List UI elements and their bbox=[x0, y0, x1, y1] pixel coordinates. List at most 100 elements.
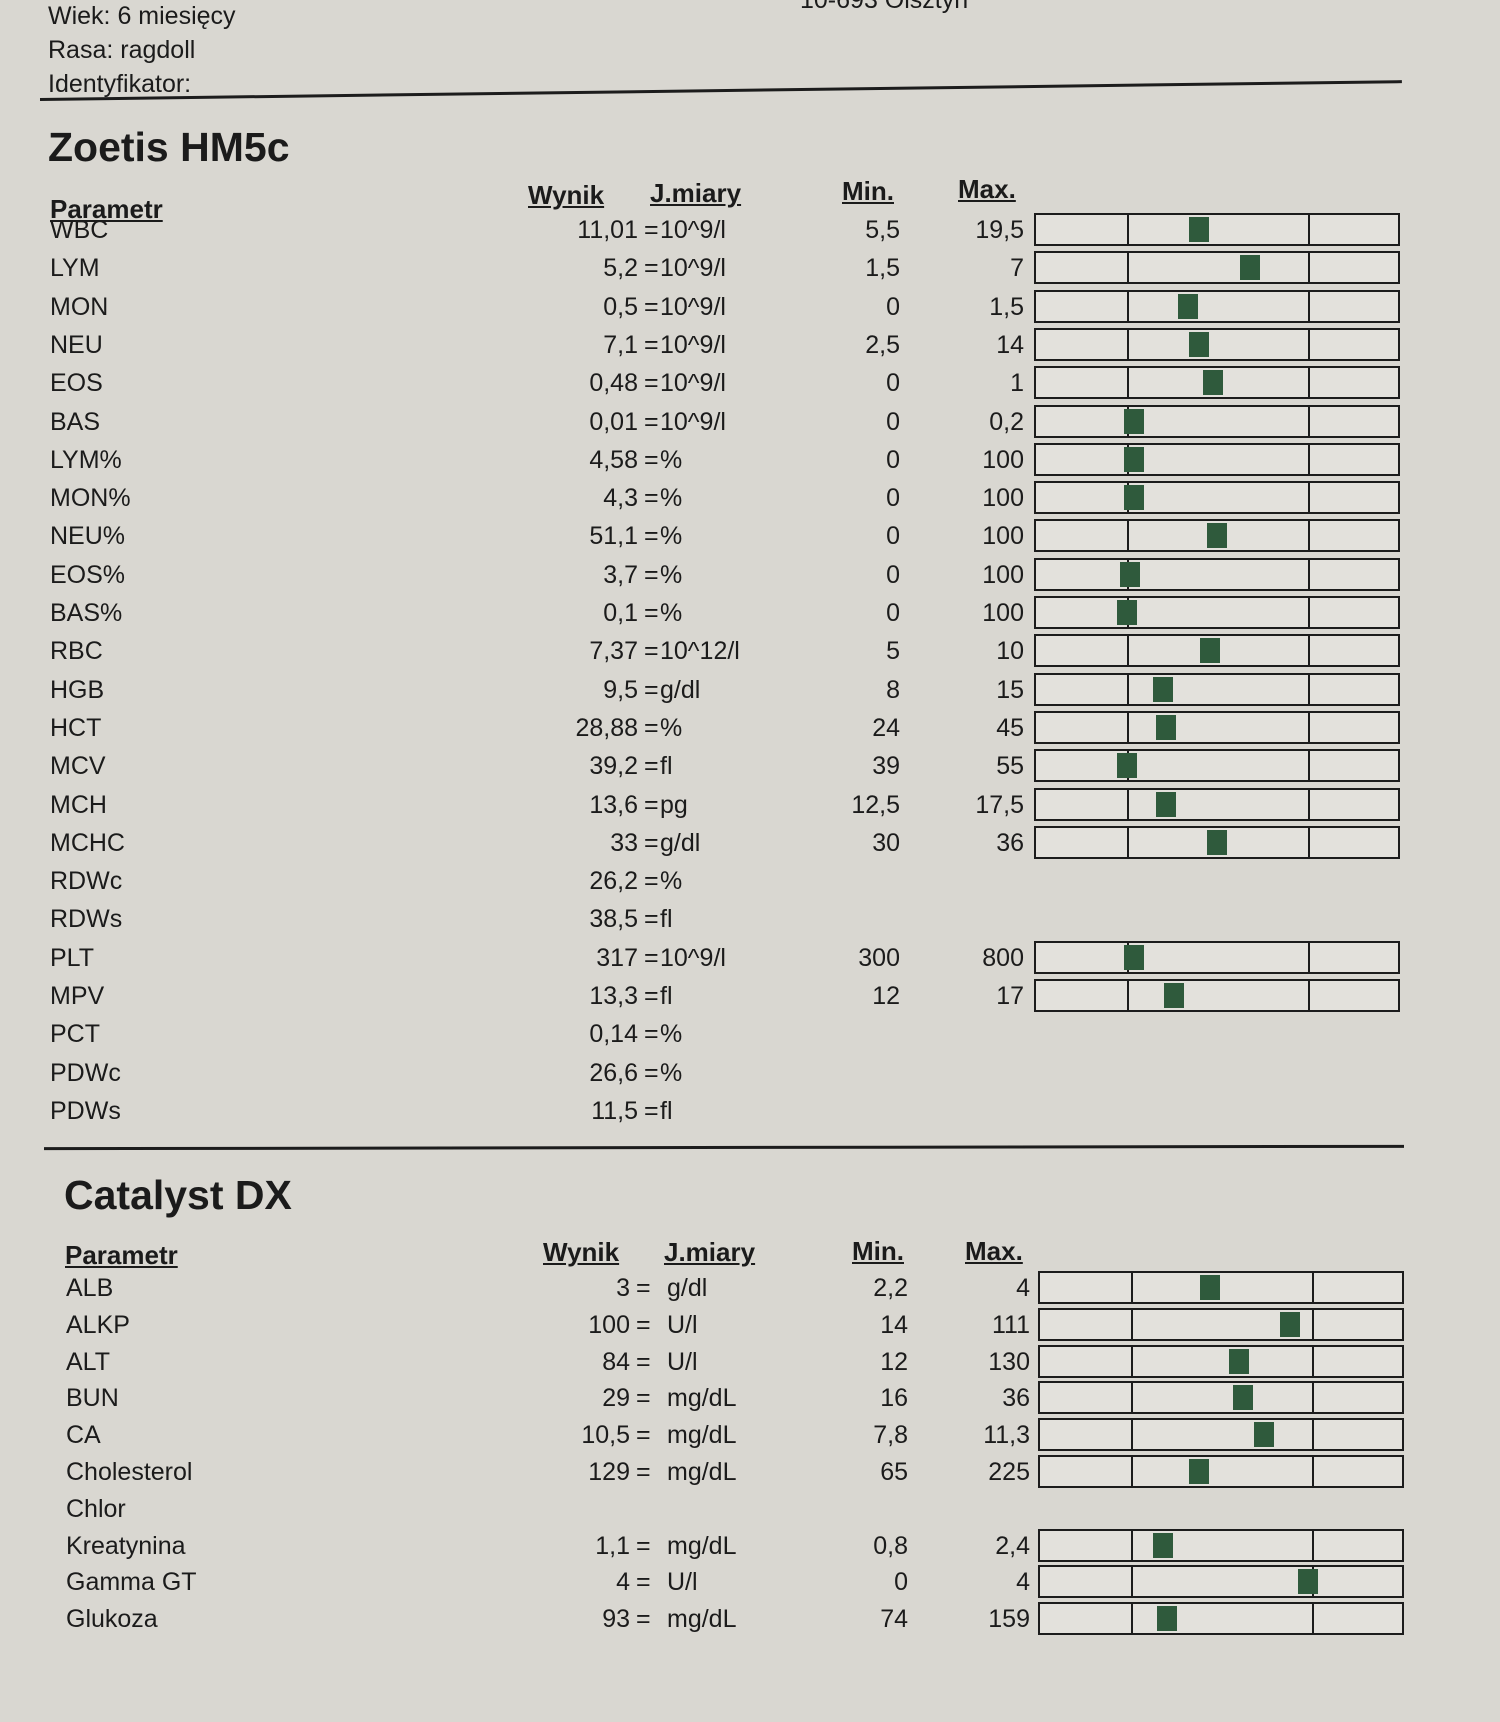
param-name: NEU% bbox=[50, 522, 126, 551]
header-city-fragment: 10-693 Olsztyn bbox=[800, 0, 969, 14]
param-name: PCT bbox=[50, 1020, 100, 1049]
unit: % bbox=[660, 560, 683, 589]
max-value: 36 bbox=[996, 828, 1024, 857]
range-bar-marker bbox=[1152, 676, 1173, 702]
range-bar-divider bbox=[1307, 636, 1310, 666]
range-bar-marker bbox=[1123, 485, 1144, 511]
range-bar-divider bbox=[1311, 1309, 1314, 1339]
result-value: 0,01 bbox=[589, 407, 638, 436]
equals-sign: = bbox=[644, 216, 659, 244]
equals-sign: = bbox=[644, 445, 659, 474]
range-bar-divider bbox=[1307, 291, 1310, 321]
equals-sign: = bbox=[636, 1310, 651, 1339]
max-value: 1 bbox=[1010, 369, 1024, 398]
col-header-param-2: Parametr bbox=[65, 1240, 178, 1270]
result-value: 4,3 bbox=[603, 484, 638, 513]
equals-sign: = bbox=[636, 1384, 651, 1413]
section-divider bbox=[43, 1144, 1405, 1151]
result-row: ALKP 100 = U/l 14 111 bbox=[0, 1307, 1500, 1343]
max-value: 45 bbox=[996, 713, 1024, 742]
section-title-hm5c: Zoetis HM5c bbox=[48, 124, 290, 170]
min-value: 0 bbox=[886, 484, 900, 513]
range-bar-marker bbox=[1153, 1532, 1174, 1558]
range-bar-marker bbox=[1189, 1459, 1210, 1484]
range-bar bbox=[1038, 1271, 1404, 1304]
result-row: MPV 13,3 = fl 12 17 bbox=[0, 978, 1500, 1014]
equals-sign: = bbox=[636, 1421, 651, 1450]
unit: % bbox=[660, 713, 683, 742]
range-bar-marker bbox=[1232, 1385, 1253, 1411]
equals-sign: = bbox=[644, 484, 659, 513]
range-bar-divider bbox=[1307, 559, 1310, 589]
result-row: HGB 9,5 = g/dl 8 15 bbox=[0, 672, 1500, 708]
unit: % bbox=[660, 867, 683, 896]
max-value: 17,5 bbox=[975, 790, 1024, 819]
range-bar-divider bbox=[1311, 1346, 1314, 1376]
range-bar-divider bbox=[1130, 1383, 1133, 1413]
unit: g/dl bbox=[660, 828, 701, 857]
unit: 10^9/l bbox=[660, 943, 726, 972]
min-value: 0,8 bbox=[873, 1531, 908, 1560]
result-row: PCT 0,14 =% bbox=[0, 1016, 1500, 1052]
param-name: BUN bbox=[66, 1384, 119, 1413]
param-name: HCT bbox=[50, 713, 102, 742]
range-bar-marker bbox=[1120, 561, 1141, 587]
max-value: 14 bbox=[996, 330, 1024, 359]
range-bar bbox=[1038, 1307, 1404, 1341]
range-bar bbox=[1034, 481, 1400, 515]
max-value: 36 bbox=[1002, 1384, 1030, 1413]
unit: fl bbox=[660, 752, 673, 781]
result-row: BAS 0,01 = 10^9/l 0 0,2 bbox=[0, 404, 1500, 440]
param-name: PLT bbox=[50, 943, 94, 972]
min-value: 0 bbox=[886, 445, 900, 474]
range-bar-divider bbox=[1307, 751, 1310, 781]
min-value: 74 bbox=[880, 1605, 908, 1634]
range-bar bbox=[1034, 442, 1400, 476]
range-bar-marker bbox=[1207, 829, 1227, 855]
range-bar-marker bbox=[1123, 446, 1144, 472]
equals-sign: = bbox=[644, 637, 659, 666]
min-value: 39 bbox=[872, 752, 900, 781]
max-value: 800 bbox=[982, 943, 1024, 972]
max-value: 10 bbox=[996, 637, 1024, 666]
result-row: PDWs 11,5 = fl bbox=[0, 1093, 1500, 1129]
col-header-max: Max. bbox=[958, 174, 1016, 204]
param-name: LYM% bbox=[50, 445, 122, 474]
result-value: 7,1 bbox=[603, 330, 638, 359]
unit: 10^9/l bbox=[660, 292, 726, 321]
range-bar-divider bbox=[1126, 521, 1129, 551]
max-value: 100 bbox=[982, 484, 1024, 513]
min-value: 8 bbox=[886, 675, 900, 704]
result-row: RBC 7,37 = 10^12/l 5 10 bbox=[0, 633, 1500, 669]
max-value: 7 bbox=[1010, 254, 1024, 283]
equals-sign: = bbox=[636, 1568, 651, 1597]
patient-age: Wiek: 6 miesięcy bbox=[48, 2, 236, 30]
unit: % bbox=[660, 484, 683, 513]
equals-sign: = bbox=[644, 713, 659, 742]
range-bar-divider bbox=[1130, 1346, 1133, 1376]
result-value: 39,2 bbox=[589, 752, 638, 781]
range-bar-divider bbox=[1311, 1383, 1314, 1413]
range-bar-marker bbox=[1207, 523, 1227, 549]
range-bar-marker bbox=[1188, 217, 1209, 242]
unit: U/l bbox=[667, 1568, 698, 1597]
result-value: 11,5 bbox=[591, 1096, 638, 1125]
max-value: 2,4 bbox=[995, 1531, 1030, 1560]
param-name: LYM bbox=[50, 254, 100, 283]
result-row: CA 10,5 = mg/dL 7,8 11,3 bbox=[0, 1417, 1500, 1453]
result-row: NEU% 51,1 =% 0 100 bbox=[0, 518, 1500, 554]
param-name: RDWc bbox=[50, 867, 123, 896]
max-value: 100 bbox=[982, 599, 1024, 627]
result-value: 100 bbox=[588, 1310, 630, 1339]
result-value: 93 bbox=[602, 1605, 630, 1634]
min-value: 5,5 bbox=[865, 216, 900, 244]
range-bar-divider bbox=[1126, 636, 1129, 666]
param-name: WBC bbox=[50, 216, 109, 244]
section-title-catalyst: Catalyst DX bbox=[64, 1172, 292, 1218]
param-name: CA bbox=[66, 1421, 101, 1450]
min-value: 14 bbox=[880, 1310, 908, 1339]
result-row: HCT 28,88 =% 24 45 bbox=[0, 710, 1500, 746]
range-bar-marker bbox=[1297, 1569, 1318, 1595]
result-value: 84 bbox=[602, 1347, 630, 1376]
unit: mg/dL bbox=[667, 1531, 737, 1560]
